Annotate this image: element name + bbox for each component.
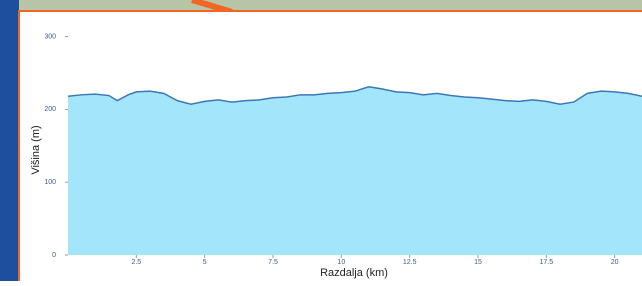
chart-panel: Razdalja (km) Višina (m) 0 100 200 300 2.5 5 7… xyxy=(0,0,642,281)
x-tick-label: 2.5 xyxy=(131,259,141,266)
x-axis-title: Razdalja (km) xyxy=(320,267,388,279)
x-tick-label: 5 xyxy=(203,259,207,266)
x-tick-label: 20 xyxy=(611,259,619,266)
y-tick-label: 0 xyxy=(52,252,56,259)
elevation-area xyxy=(68,87,642,255)
side-bar xyxy=(0,0,19,281)
y-axis-title: Višina (m) xyxy=(30,125,42,174)
x-tick-label: 10 xyxy=(337,259,345,266)
x-tick-label: 7.5 xyxy=(268,259,278,266)
y-tick-label: 300 xyxy=(44,33,56,40)
y-tick-label: 200 xyxy=(44,106,56,113)
y-tick-label: 100 xyxy=(44,179,56,186)
x-tick-label: 12.5 xyxy=(403,259,417,266)
x-tick-label: 15 xyxy=(474,259,482,266)
x-tick-label: 17.5 xyxy=(540,259,554,266)
